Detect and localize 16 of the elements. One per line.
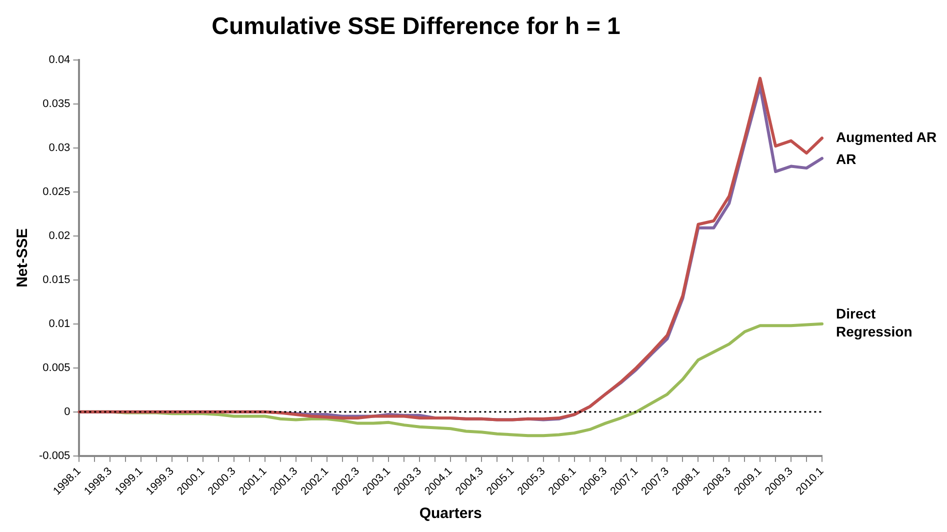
y-tick-label: 0.04 [48, 54, 70, 66]
y-tick-label: 0.015 [42, 274, 70, 286]
y-tick-label: 0.03 [48, 142, 70, 154]
y-tick-label: 0.035 [42, 98, 70, 110]
y-tick-label: 0.01 [48, 318, 70, 330]
y-axis-title: Net-SSE [14, 228, 32, 288]
y-tick-label: 0 [64, 406, 70, 418]
series-label: AR [836, 150, 856, 167]
x-axis-title: Quarters [419, 505, 482, 522]
series-label: Direct Regression [836, 306, 912, 340]
y-tick-label: 0.02 [48, 230, 70, 242]
y-tick-label: 0.025 [42, 186, 70, 198]
series-label: Augmented AR [836, 128, 937, 145]
y-tick-label: 0.005 [42, 362, 70, 374]
y-tick-label: -0.005 [38, 450, 70, 462]
chart-title: Cumulative SSE Difference for h = 1 [212, 13, 620, 40]
